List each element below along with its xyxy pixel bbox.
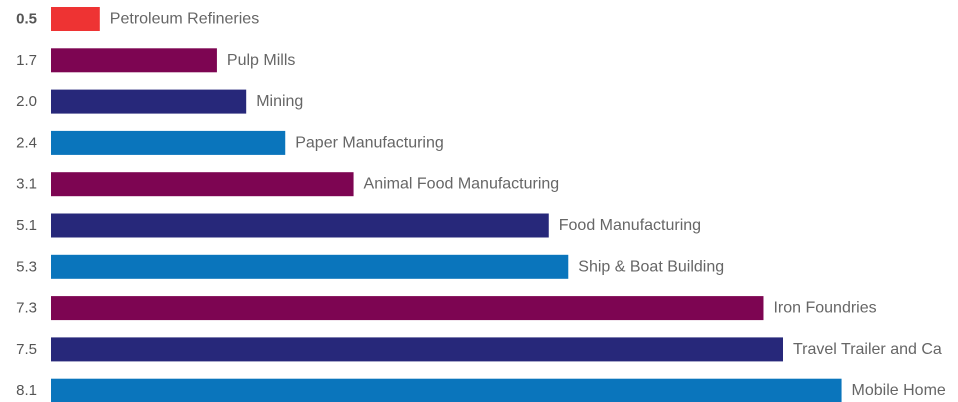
bar-row: 2.0 Mining [16, 89, 303, 114]
category-label: Petroleum Refineries [110, 11, 259, 28]
bar [51, 213, 549, 238]
value-label: 1.7 [16, 52, 37, 69]
category-label: Ship & Boat Building [578, 258, 724, 275]
bar-row: 3.1 Animal Food Manufacturing [16, 172, 560, 197]
bar [51, 296, 764, 321]
bar [51, 130, 286, 155]
category-label: Food Manufacturing [559, 217, 701, 234]
bars-layer: 0.5 Petroleum Refineries 1.7 Pulp Mills 2.0 M… [16, 7, 946, 402]
bar-row: 2.4 Paper Manufacturing [16, 130, 444, 155]
value-label: 5.3 [16, 258, 37, 275]
category-label: Pulp Mills [227, 52, 295, 69]
category-label: Iron Foundries [773, 300, 876, 317]
category-label: Paper Manufacturing [295, 134, 444, 151]
bar [51, 89, 247, 114]
bar-row: 1.7 Pulp Mills [16, 48, 295, 73]
value-label: 2.4 [16, 134, 37, 151]
category-label: Travel Trailer and Ca [793, 341, 942, 358]
category-label: Mobile Home [852, 382, 946, 399]
value-label: 8.1 [16, 382, 37, 399]
bar-row: 8.1 Mobile Home [16, 378, 946, 402]
value-label: 2.0 [16, 93, 37, 110]
bar [51, 337, 783, 362]
value-label: 3.1 [16, 176, 37, 193]
bar [51, 48, 217, 73]
category-label: Animal Food Manufacturing [364, 176, 560, 193]
bar [51, 7, 100, 31]
value-label: 5.1 [16, 217, 37, 234]
bar [51, 172, 354, 197]
value-label: 7.5 [16, 341, 37, 358]
value-label: 0.5 [16, 11, 37, 28]
bar-row: 7.3 Iron Foundries [16, 296, 877, 321]
bar-row: 7.5 Travel Trailer and Ca [16, 337, 942, 362]
category-label: Mining [256, 93, 303, 110]
bar [51, 378, 842, 402]
value-label: 7.3 [16, 300, 37, 317]
bar-row: 0.5 Petroleum Refineries [16, 7, 259, 31]
bar [51, 254, 569, 279]
bar-row: 5.1 Food Manufacturing [16, 213, 701, 238]
bar-row: 5.3 Ship & Boat Building [16, 254, 724, 279]
